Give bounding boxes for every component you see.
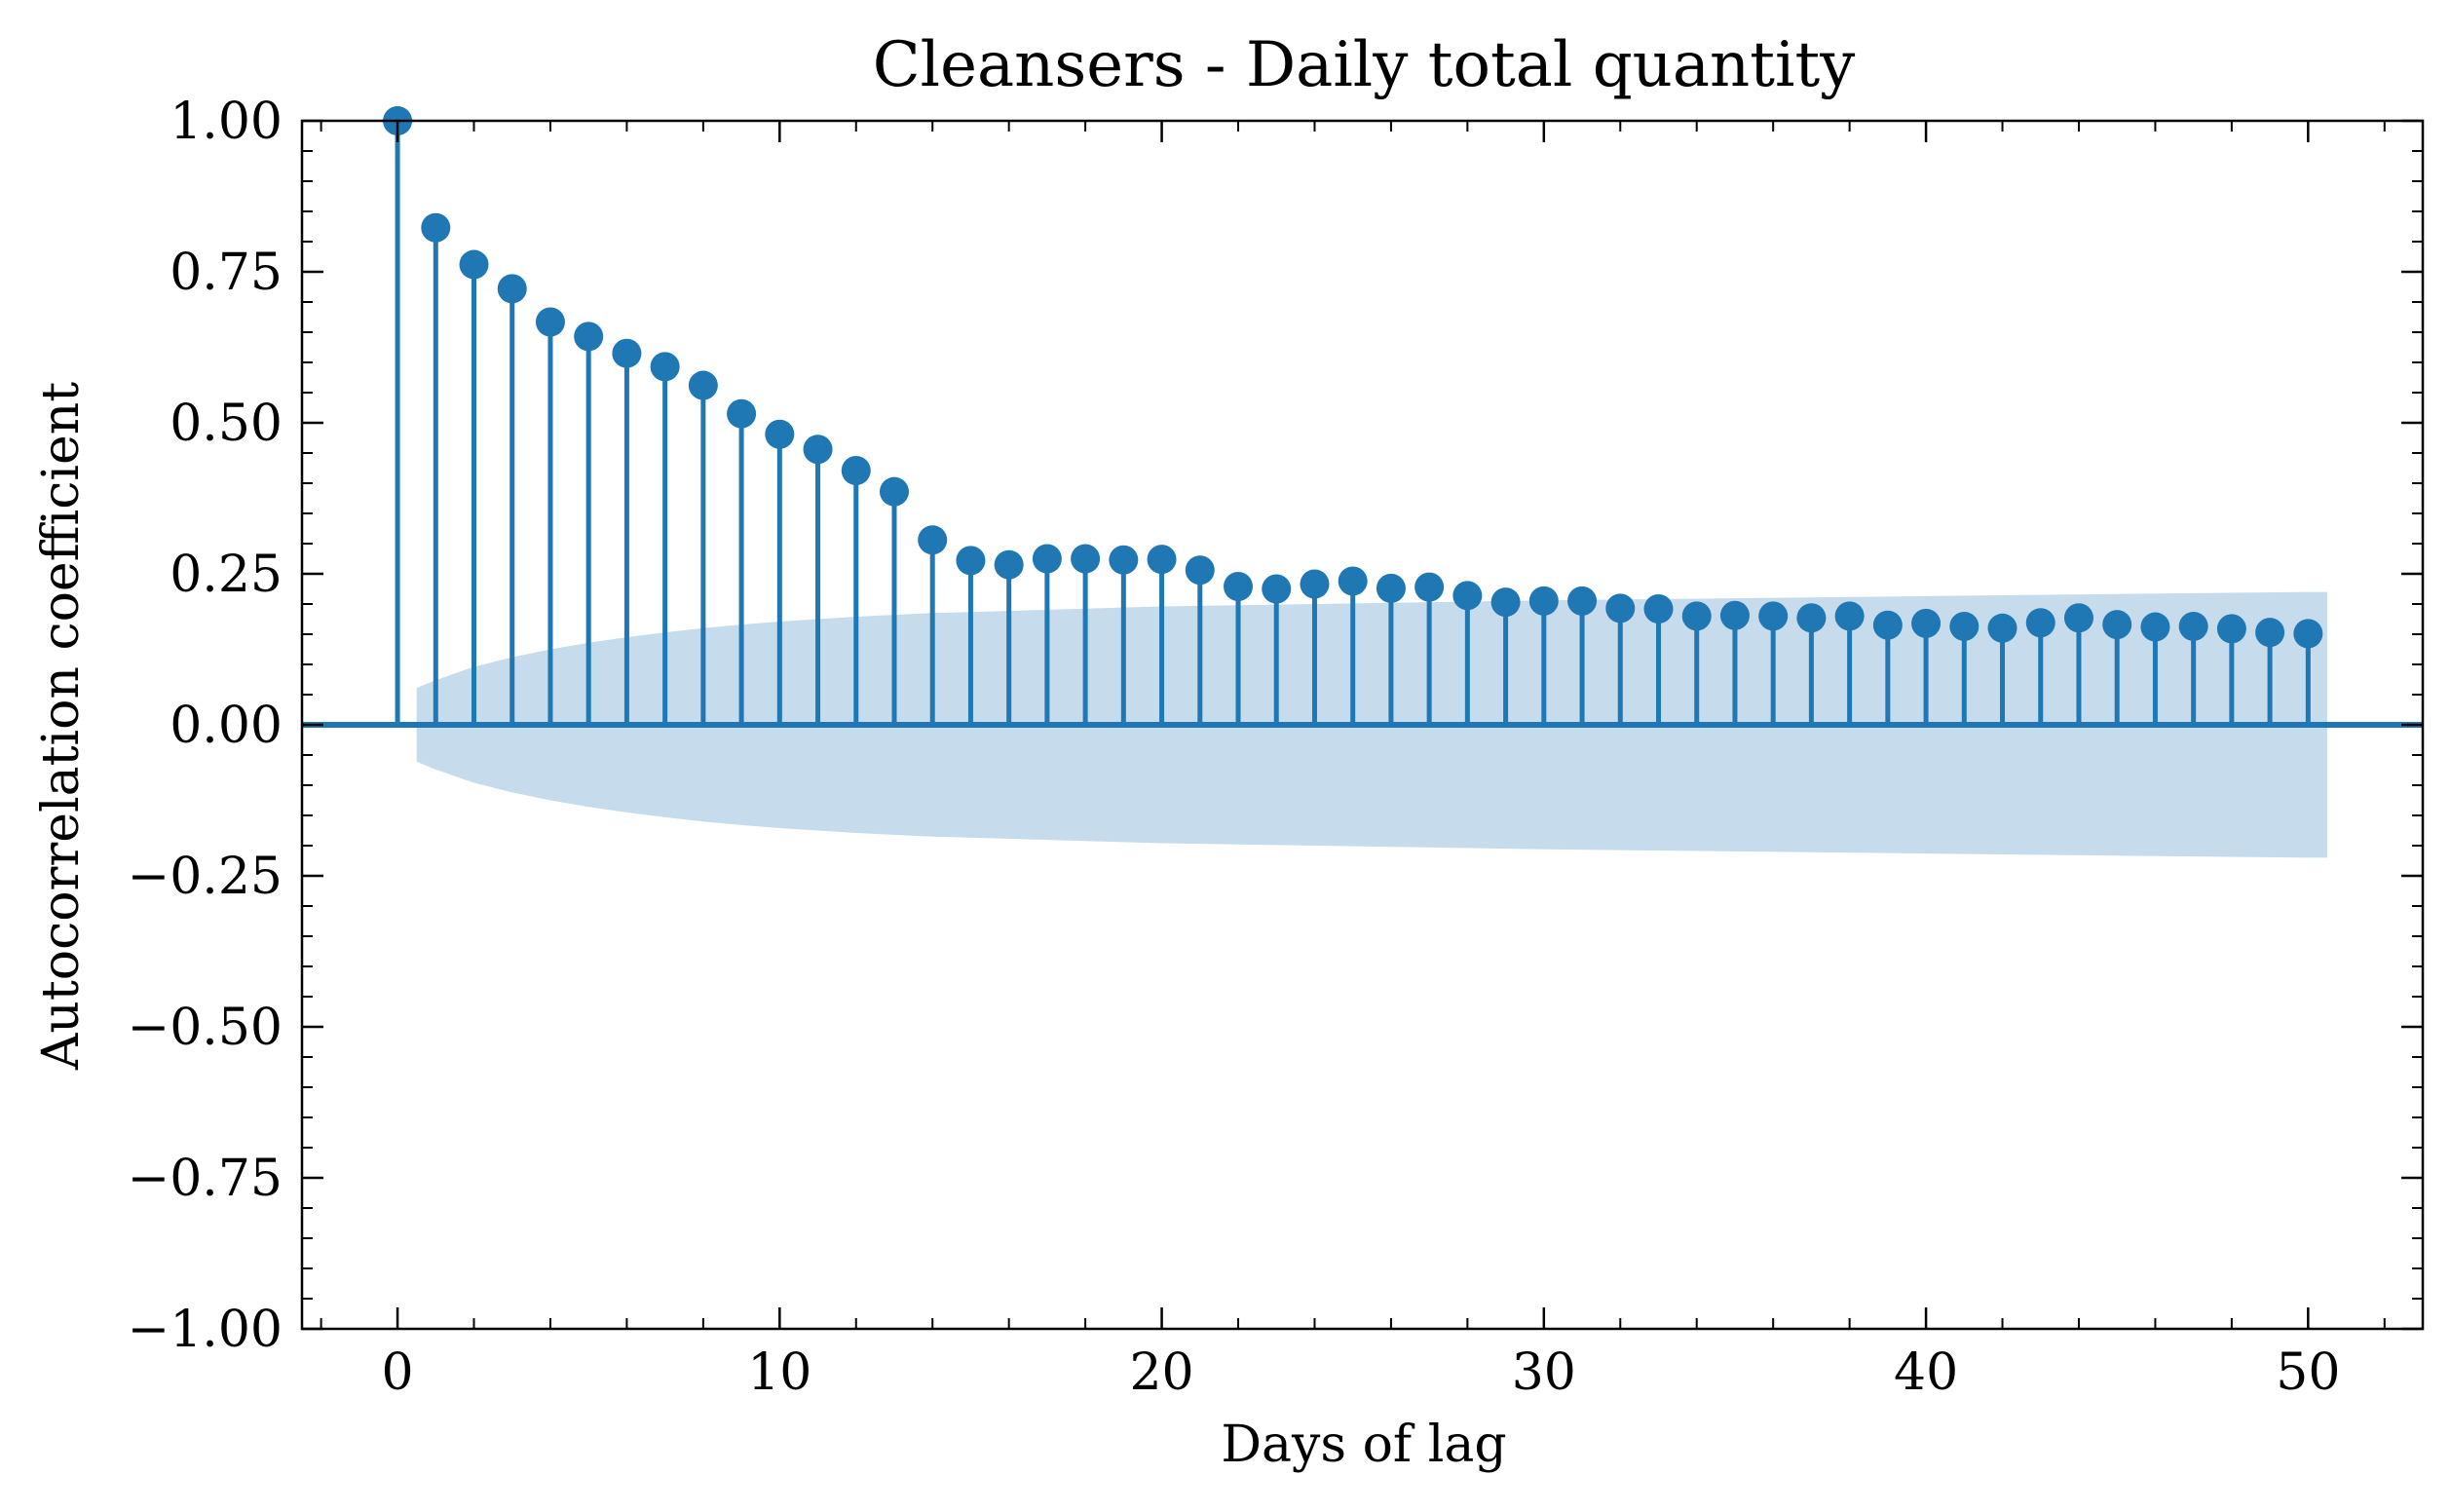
stem-marker [2140, 612, 2170, 642]
x-tick-label: 0 [382, 1343, 414, 1402]
y-tick-label: −1.00 [128, 1301, 283, 1359]
stem-marker [1605, 593, 1636, 624]
y-tick-label: −0.25 [128, 848, 283, 906]
x-tick-label: 30 [1512, 1343, 1576, 1402]
stem-marker [1262, 574, 1292, 604]
chart-title: Cleansers - Daily total quantity [873, 29, 1856, 101]
x-tick-label: 40 [1894, 1343, 1958, 1402]
stem-marker [765, 419, 795, 449]
stem-marker [1376, 573, 1406, 603]
stem-marker [612, 338, 642, 368]
stem-marker [1949, 611, 1980, 641]
x-axis-title: Days of lag [1221, 1416, 1506, 1474]
stem-marker [2293, 619, 2323, 649]
stem-marker [497, 274, 527, 304]
x-tick-label: 50 [2276, 1343, 2340, 1402]
stem-marker [1109, 545, 1139, 575]
stem-marker [1758, 601, 1789, 631]
stem-marker [1300, 569, 1330, 599]
stem-marker [918, 525, 948, 555]
stems-layer [383, 106, 2323, 725]
stem-marker [2102, 610, 2132, 640]
stem-marker [1338, 566, 1368, 596]
stem-marker [1071, 544, 1101, 574]
stem-marker [1911, 608, 1942, 638]
stem-marker [1147, 545, 1177, 575]
stem-marker [1224, 572, 1254, 602]
stem-marker [574, 321, 604, 352]
stem-marker [1567, 586, 1598, 616]
stem-marker [1872, 610, 1903, 640]
stem-marker [2063, 603, 2093, 633]
stem-marker [459, 249, 489, 280]
y-tick-label: 0.25 [170, 546, 283, 604]
stem-marker [1032, 544, 1062, 574]
stem-marker [841, 455, 871, 485]
ticks-layer: 0 10 20 30 40 50 1.00 0.75 0.50 0.25 0.00 −0.25 −0.5… [128, 93, 2423, 1402]
stem-marker [650, 352, 680, 382]
y-tick-label: −0.75 [128, 1150, 283, 1208]
y-tick-label: 0.00 [170, 697, 283, 755]
stem-marker [1185, 555, 1215, 586]
y-axis-title: Autocorrelation coefficient [32, 382, 91, 1071]
stem-marker [1490, 587, 1521, 618]
stem-marker [1719, 600, 1750, 630]
stem-marker [1643, 593, 1674, 624]
stem-marker [803, 435, 833, 465]
stem-marker [1834, 601, 1865, 631]
stem-marker [1987, 613, 2017, 643]
stem-marker [2255, 618, 2285, 648]
y-tick-label: −0.50 [128, 999, 283, 1057]
x-tick-label: 10 [747, 1343, 811, 1402]
y-tick-label: 0.50 [170, 395, 283, 453]
stem-marker [421, 212, 451, 243]
x-tick-label: 20 [1129, 1343, 1193, 1402]
stem-marker [535, 307, 565, 337]
stem-marker [2216, 614, 2246, 644]
stem-marker [956, 546, 986, 576]
stem-marker [1528, 586, 1559, 616]
stem-marker [1414, 572, 1445, 602]
stem-marker [2178, 611, 2208, 641]
stem-marker [2025, 608, 2055, 638]
stem-marker [1796, 603, 1827, 633]
stem-marker [1681, 601, 1712, 631]
stem-marker [879, 476, 909, 507]
y-tick-label: 0.75 [170, 244, 283, 302]
stem-marker [994, 549, 1024, 580]
y-tick-label: 1.00 [170, 93, 283, 151]
stem-marker [727, 398, 757, 429]
stem-marker [688, 370, 718, 400]
stem-marker [1452, 581, 1483, 611]
